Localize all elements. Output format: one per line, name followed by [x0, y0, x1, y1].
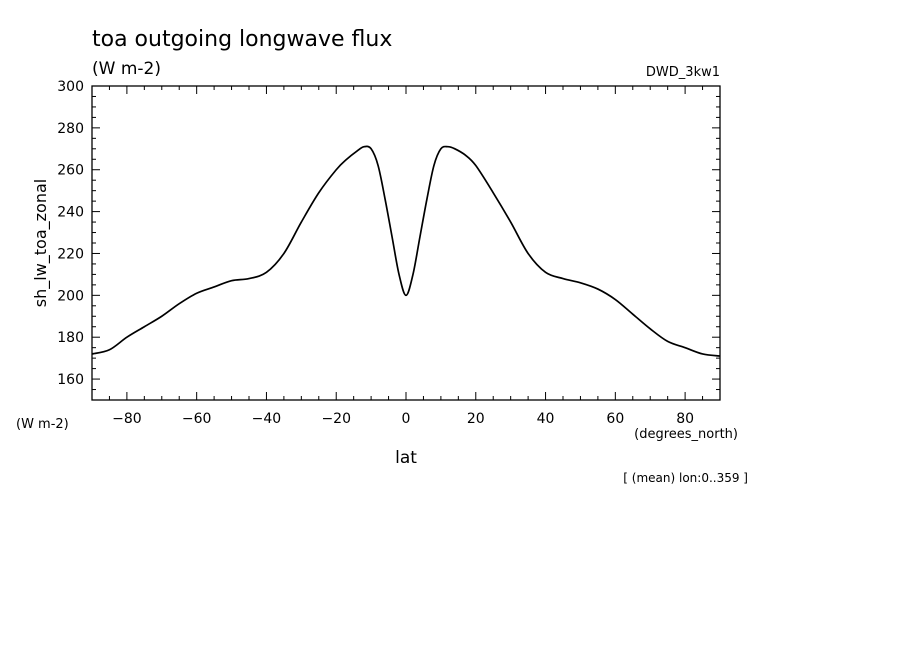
- x-tick-label: −60: [182, 411, 212, 427]
- y-tick-label: 240: [57, 205, 84, 221]
- x-tick-label: 20: [467, 411, 485, 427]
- y-tick-label: 160: [57, 372, 84, 388]
- chart-subtitle: (W m-2): [92, 59, 161, 79]
- y-tick-label: 180: [57, 330, 84, 346]
- y-tick-label: 260: [57, 163, 84, 179]
- y-tick-label: 220: [57, 246, 84, 262]
- x-tick-label: 80: [676, 411, 694, 427]
- x-tick-labels: −80 −60 −40 −20 0 20 40 60 80: [112, 411, 694, 427]
- x-tick-label: 60: [606, 411, 624, 427]
- x-axis-units: (degrees_north): [634, 427, 738, 442]
- x-tick-label: 40: [537, 411, 555, 427]
- x-tick-label: 0: [402, 411, 411, 427]
- chart-title: toa outgoing longwave flux: [92, 27, 392, 52]
- model-label: DWD_3kw1: [646, 65, 720, 80]
- y-axis-label: sh_lw_toa_zonal: [31, 179, 51, 307]
- plot-frame: [91, 85, 721, 401]
- x-tick-label: −80: [112, 411, 142, 427]
- y-tick-label: 300: [57, 79, 84, 95]
- y-axis-units: (W m-2): [16, 417, 69, 432]
- axis-ticks: [91, 85, 721, 401]
- series-line: [91, 145, 721, 357]
- x-tick-label: −20: [321, 411, 351, 427]
- x-axis-label: lat: [395, 448, 417, 468]
- y-tick-label: 280: [57, 121, 84, 137]
- x-tick-label: −40: [252, 411, 282, 427]
- y-tick-labels: 160 180 200 220 240 260 280 300: [57, 79, 84, 388]
- y-tick-label: 200: [57, 288, 84, 304]
- footnote: [ (mean) lon:0..359 ]: [623, 471, 748, 485]
